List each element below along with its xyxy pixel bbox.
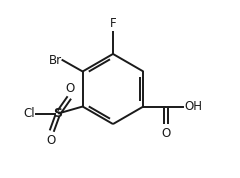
Text: O: O bbox=[47, 134, 56, 147]
Text: Cl: Cl bbox=[23, 107, 35, 120]
Text: O: O bbox=[162, 127, 171, 140]
Text: F: F bbox=[110, 17, 116, 30]
Text: OH: OH bbox=[184, 100, 202, 113]
Text: S: S bbox=[54, 107, 63, 120]
Text: O: O bbox=[66, 82, 75, 95]
Text: Br: Br bbox=[48, 54, 62, 67]
